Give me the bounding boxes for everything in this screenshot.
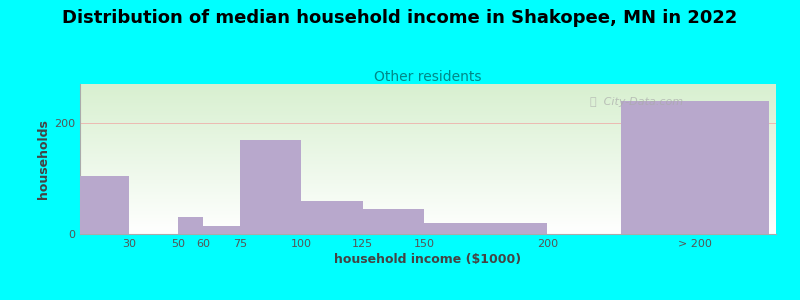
- Bar: [621, 101, 769, 234]
- Title: Other residents: Other residents: [374, 70, 482, 84]
- Bar: [240, 140, 302, 234]
- Text: Distribution of median household income in Shakopee, MN in 2022: Distribution of median household income …: [62, 9, 738, 27]
- Bar: [203, 226, 240, 234]
- X-axis label: household income ($1000): household income ($1000): [334, 253, 522, 266]
- Bar: [363, 209, 424, 234]
- Text: ⓘ  City-Data.com: ⓘ City-Data.com: [590, 97, 683, 107]
- Y-axis label: households: households: [37, 119, 50, 199]
- Bar: [80, 176, 129, 234]
- Bar: [302, 201, 363, 234]
- Bar: [178, 217, 203, 234]
- Bar: [424, 223, 547, 234]
